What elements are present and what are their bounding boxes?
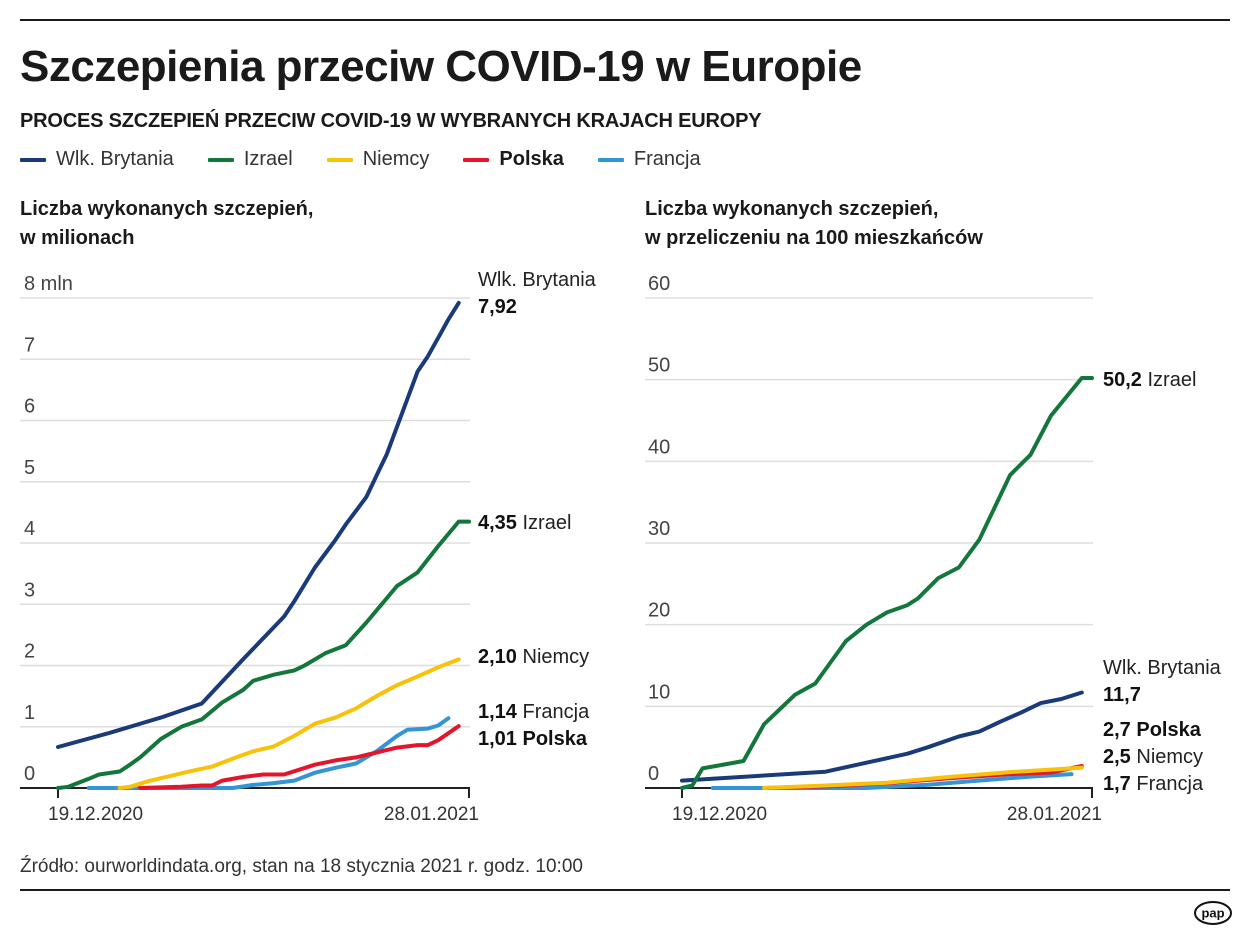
x-tick-label: 19.12.2020 — [672, 804, 767, 825]
series-line-francja — [86, 716, 451, 790]
end-label-name: Wlk. Brytania — [478, 269, 596, 291]
y-tick-label: 50 — [648, 355, 670, 377]
series-line-niemcy — [117, 657, 461, 790]
end-label-name: Polska — [522, 728, 587, 750]
end-label-name: Francja — [1136, 773, 1204, 795]
end-label-value-text: 1,14 — [478, 701, 517, 723]
right-chart-title: Liczba wykonanych szczepień, w przelicze… — [645, 195, 983, 253]
svg-text:pap: pap — [1201, 906, 1224, 921]
y-tick-label: 4 — [24, 518, 35, 540]
y-tick-label: 3 — [24, 579, 35, 601]
end-label-name: Wlk. Brytania — [1103, 657, 1221, 679]
y-tick-label: 0 — [648, 763, 659, 785]
end-label: 50,2 Izrael — [1103, 369, 1196, 391]
pap-logo: pap — [1194, 901, 1232, 925]
y-tick-label: 30 — [648, 518, 670, 540]
end-label-name: Izrael — [1147, 369, 1197, 391]
end-label: 2,10 Niemcy — [478, 646, 589, 668]
bottom-rule — [20, 889, 1230, 891]
y-tick-label: 5 — [24, 457, 35, 479]
legend-item-niemcy: Niemcy — [326, 148, 430, 171]
legend-item-polska: Polska — [463, 148, 564, 171]
series-line-izrael — [680, 376, 1094, 790]
end-label-value-text: 1,01 — [478, 728, 517, 750]
series-line-wlk-brytania — [56, 300, 461, 749]
legend-label: Polska — [499, 148, 564, 170]
subtitle: PROCES SZCZEPIEŃ PRZECIW COVID-19 W WYBR… — [20, 110, 762, 132]
legend-swatch — [463, 157, 490, 162]
y-tick-label: 0 — [24, 763, 35, 785]
end-label: 1,14 Francja — [478, 701, 589, 723]
end-label-value: 7,92 — [478, 296, 517, 318]
legend-label: Wlk. Brytania — [56, 148, 174, 170]
end-label-name: Niemcy — [1136, 746, 1204, 768]
legend-item-wlk-brytania: Wlk. Brytania — [20, 148, 174, 171]
end-label-value-text: 1,7 — [1103, 773, 1131, 795]
end-label-value-text: 4,35 — [478, 512, 517, 534]
end-label-name: Polska — [1136, 719, 1201, 741]
end-label-name: Niemcy — [522, 646, 590, 668]
end-label-value-text: 7,92 — [478, 296, 517, 318]
end-label: 4,35 Izrael — [478, 512, 571, 534]
series-line-izrael — [56, 519, 471, 790]
end-label: 2,7 Polska — [1103, 719, 1201, 741]
series-line-niemcy — [762, 765, 1084, 790]
series-line-polska — [138, 724, 461, 790]
end-label: 2,5 Niemcy — [1103, 746, 1203, 768]
source-note: Źródło: ourworldindata.org, stan na 18 s… — [20, 856, 583, 877]
legend-swatch — [207, 157, 234, 162]
y-tick-label: 60 — [648, 273, 670, 295]
legend-label: Izrael — [243, 148, 293, 170]
legend-swatch — [20, 157, 46, 162]
x-tick-label: 19.12.2020 — [48, 804, 143, 825]
end-label-name: Izrael — [522, 512, 572, 534]
x-tick-label: 28.01.2021 — [1007, 804, 1102, 825]
end-label: 1,7 Francja — [1103, 773, 1203, 795]
end-label-value-text: 2,10 — [478, 646, 517, 668]
top-rule — [20, 19, 1230, 21]
y-tick-label: 8 mln — [24, 273, 73, 295]
legend-swatch — [597, 157, 624, 162]
end-label-value-text: 50,2 — [1103, 369, 1142, 391]
legend-label: Francja — [633, 148, 701, 170]
y-tick-label: 40 — [648, 436, 670, 458]
chart-title-line: w milionach — [20, 227, 135, 249]
series-line-francja — [710, 772, 1074, 790]
end-label-value: 11,7 — [1103, 684, 1141, 706]
end-label-value-text: 11,7 — [1103, 684, 1141, 706]
legend: Wlk. Brytania Izrael Niemcy Polska Franc… — [20, 148, 701, 171]
y-tick-label: 7 — [24, 334, 35, 356]
y-tick-label: 6 — [24, 396, 35, 418]
x-tick-label: 28.01.2021 — [384, 804, 479, 825]
legend-label: Niemcy — [362, 148, 430, 170]
legend-item-izrael: Izrael — [207, 148, 293, 171]
end-label-name: Francja — [522, 701, 590, 723]
chart-title-line: Liczba wykonanych szczepień, — [645, 198, 939, 220]
end-label: 1,01 Polska — [478, 728, 587, 750]
end-label-value-text: 2,5 — [1103, 746, 1131, 768]
series-line-wlk-brytania — [680, 690, 1084, 783]
end-label-value-text: 2,7 — [1103, 719, 1131, 741]
legend-item-francja: Francja — [597, 148, 701, 171]
page-title: Szczepienia przeciw COVID-19 w Europie — [20, 42, 862, 91]
left-chart-title: Liczba wykonanych szczepień, w milionach — [20, 195, 313, 253]
y-tick-label: 20 — [648, 600, 670, 622]
y-tick-label: 1 — [24, 702, 35, 724]
chart-title-line: w przeliczeniu na 100 mieszkańców — [645, 227, 983, 249]
y-tick-label: 10 — [648, 681, 670, 703]
y-tick-label: 2 — [24, 641, 35, 663]
legend-swatch — [326, 157, 353, 162]
chart-title-line: Liczba wykonanych szczepień, — [20, 198, 314, 220]
